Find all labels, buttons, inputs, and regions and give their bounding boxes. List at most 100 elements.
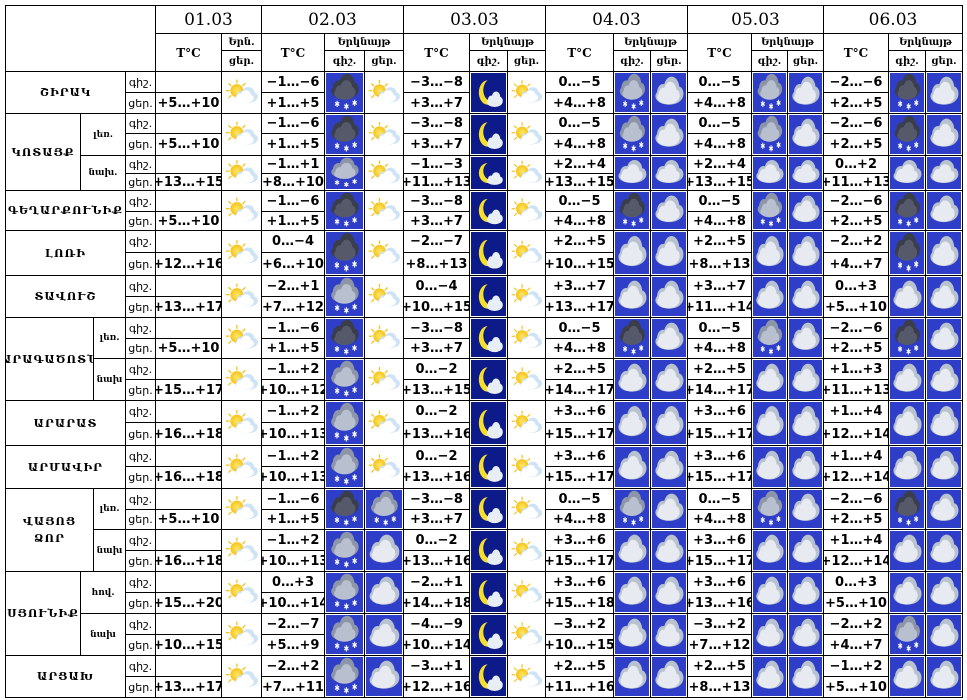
cloud-header: Երկնայթ — [751, 33, 824, 51]
svg-text:✱: ✱ — [769, 143, 774, 154]
temp-night: +3…+6 — [545, 529, 614, 551]
svg-text:✱: ✱ — [631, 518, 636, 528]
sun-cloud-icon — [221, 613, 262, 656]
temp-day: +4…+8 — [545, 338, 614, 359]
temp-day: +15…+18 — [545, 592, 614, 614]
temp-day: +5…+9 — [261, 634, 325, 656]
sun-cloud-icon — [368, 79, 400, 103]
sun-cloud-icon — [368, 197, 400, 221]
svg-text:✱: ✱ — [344, 644, 349, 654]
cloud-icon — [753, 157, 786, 189]
sun-cloud-icon — [221, 317, 262, 359]
svg-text:✱: ✱ — [769, 219, 774, 229]
temp-night: +3…+6 — [687, 571, 752, 593]
cloud-icon — [925, 445, 963, 489]
sun-cloud-icon — [225, 79, 258, 103]
temp-night — [155, 113, 222, 134]
cloud-icon — [787, 275, 824, 318]
sun-cloud-icon — [225, 240, 258, 264]
light-cloud-snow-icon: ✱ ✱ ✱ — [324, 655, 365, 698]
cloud-icon — [925, 655, 963, 698]
temp-night: −4…−9 — [403, 613, 470, 635]
moon-cloud-icon — [471, 447, 506, 487]
dark-cloud-snow-icon: ✱ ✱ ✱ — [326, 115, 363, 154]
night-header: գիշ. — [751, 50, 788, 72]
svg-text:✱: ✱ — [623, 141, 628, 151]
region-name: ԿՈՏԱՅՔ — [5, 113, 81, 191]
temp-day: +10…+14 — [403, 634, 470, 656]
cloud-icon — [650, 445, 688, 489]
cloud-header: Երկնայթ — [888, 33, 963, 51]
temp-night: +3…+7 — [545, 275, 614, 297]
temp-night — [155, 655, 222, 677]
temp-day: +14…+17 — [687, 379, 752, 401]
light-cloud-snow-icon: ✱ ✱ ✱ — [324, 445, 365, 489]
svg-text:✱: ✱ — [352, 473, 358, 483]
cloud-icon — [925, 190, 963, 231]
sun-cloud-icon — [507, 275, 546, 318]
cloud-icon — [787, 400, 824, 446]
sun-cloud-icon — [511, 160, 543, 183]
temp-day: +6…+10 — [261, 252, 325, 276]
svg-text:✱: ✱ — [344, 560, 349, 570]
sun-cloud-icon — [221, 655, 262, 698]
region-name: ԳԵՂԱՐՔՈՒՆԻՔ — [5, 190, 126, 231]
light-cloud-snow-icon: ✱ ✱ ✱ — [613, 113, 651, 156]
cloud-icon — [787, 230, 824, 276]
temp-night: +1…+4 — [823, 529, 889, 551]
cloud-icon — [650, 655, 688, 698]
region-name: ԱՐԱՐԱՏ — [5, 400, 126, 446]
temp-night: 0…+3 — [261, 571, 325, 593]
sun-cloud-icon — [507, 445, 546, 489]
cloud-icon — [615, 157, 649, 189]
sun-cloud-icon — [507, 190, 546, 231]
temp-day: +4…+7 — [823, 634, 889, 656]
svg-text:✱: ✱ — [631, 347, 636, 357]
cloud-icon — [366, 657, 402, 696]
temp-day: +15…+17 — [687, 466, 752, 489]
temp-header: T°C — [403, 33, 470, 72]
night-label: գիշ. — [125, 655, 156, 677]
cloud-icon — [888, 445, 926, 489]
cloud-icon — [925, 613, 963, 656]
svg-text:✱: ✱ — [374, 515, 379, 525]
temp-day: +1…+5 — [261, 133, 325, 156]
sun-cloud-icon — [225, 160, 258, 184]
temp-night: +3…+6 — [545, 571, 614, 593]
cloud-icon — [789, 157, 822, 189]
region-name: ՏԱՎՈՒՇ — [5, 275, 126, 318]
svg-text:✱: ✱ — [906, 219, 911, 229]
temp-day: +1…+5 — [261, 92, 325, 114]
temp-night: 0…+3 — [823, 571, 889, 593]
svg-text:✱: ✱ — [906, 143, 911, 153]
cloud-icon — [650, 529, 688, 572]
temp-night: −1…−3 — [403, 155, 470, 174]
moon-cloud-icon — [469, 400, 508, 446]
region-name-word: ՁՈՐ — [34, 532, 65, 545]
temp-header: T°C — [261, 33, 325, 72]
temp-night: 0…−5 — [545, 317, 614, 339]
svg-text:✱: ✱ — [352, 598, 357, 608]
temp-night: −3…−8 — [403, 113, 470, 134]
temp-day: +11…+13 — [823, 173, 889, 191]
sun-cloud-icon — [511, 538, 543, 561]
temp-day: +11…+13 — [823, 379, 889, 401]
cloud-icon — [925, 358, 963, 401]
cloud-icon — [890, 447, 924, 487]
sun-cloud-icon — [221, 529, 262, 572]
sun-cloud-icon — [225, 579, 258, 603]
temp-night: −3…−8 — [403, 488, 470, 510]
svg-text:✱: ✱ — [906, 518, 911, 528]
temp-night: −1…+2 — [261, 400, 325, 423]
cloud-icon — [927, 447, 961, 487]
moon-cloud-icon — [469, 529, 508, 572]
moon-cloud-icon — [471, 402, 506, 444]
day-label: ցեր. — [125, 550, 156, 572]
dark-cloud-snow-icon: ✱ ✱ ✱ — [888, 317, 926, 359]
temp-day: +4…+8 — [687, 211, 752, 231]
dark-cloud-snow-icon: ✱ ✱ ✱ — [615, 319, 649, 357]
moon-cloud-icon — [469, 571, 508, 614]
svg-text:✱: ✱ — [334, 474, 340, 484]
sun-cloud-icon — [225, 496, 258, 520]
temp-day: +2…+5 — [823, 509, 889, 530]
